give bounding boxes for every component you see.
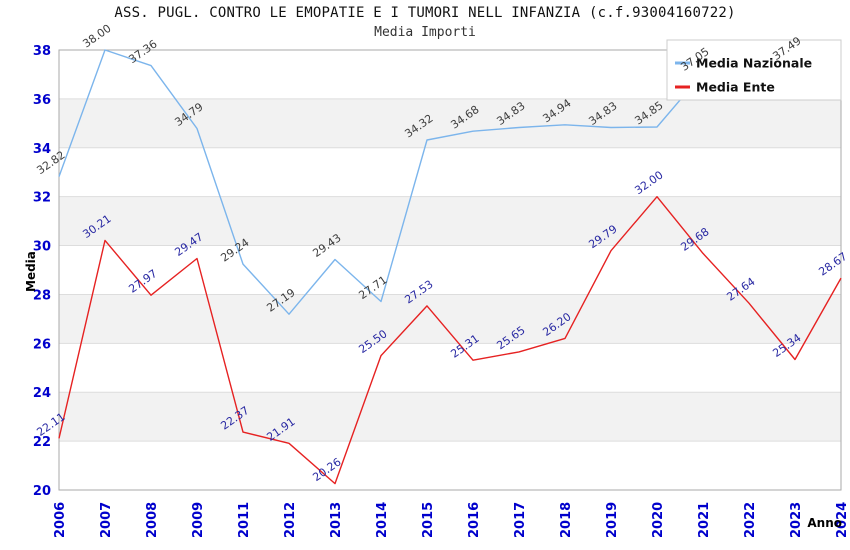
grid-band: [59, 294, 841, 344]
y-axis-title: Media: [24, 251, 38, 292]
grid-band: [59, 196, 841, 246]
grid-band: [59, 245, 841, 295]
grid-band: [59, 392, 841, 442]
y-tick-label: 20: [33, 484, 51, 499]
x-tick-label[interactable]: 2011: [237, 502, 252, 538]
x-tick-label[interactable]: 2019: [605, 502, 620, 538]
chart-title: ASS. PUGL. CONTRO LE EMOPATIE E I TUMORI…: [114, 5, 736, 21]
chart-subtitle: Media Importi: [374, 25, 476, 40]
series-line-media-ente: [58, 195, 842, 485]
x-tick-label[interactable]: 2007: [99, 502, 114, 538]
x-tick-label[interactable]: 2023: [789, 502, 804, 538]
legend-label-ente[interactable]: Media Ente: [696, 80, 775, 95]
grid-band: [59, 98, 841, 148]
x-tick-label[interactable]: 2009: [191, 502, 206, 538]
y-tick-label: 22: [33, 435, 51, 450]
x-tick-label[interactable]: 2020: [651, 502, 666, 538]
grid-band: [59, 343, 841, 393]
x-tick-label[interactable]: 2024: [835, 502, 850, 538]
y-tick-label: 26: [33, 337, 51, 352]
x-tick-label[interactable]: 2006: [53, 502, 68, 538]
x-tick-label[interactable]: 2021: [697, 502, 712, 538]
x-axis-title: Anno: [807, 516, 842, 530]
y-tick-label: 34: [33, 142, 51, 157]
x-tick-label[interactable]: 2008: [145, 502, 160, 538]
y-tick-label: 38: [33, 44, 51, 59]
plot-border: [58, 49, 842, 491]
x-tick-label[interactable]: 2016: [467, 502, 482, 538]
y-tick-label: 28: [33, 288, 51, 303]
grid-band: [59, 441, 841, 490]
legend-label-nazionale[interactable]: Media Nazionale: [696, 56, 812, 71]
y-tick-label: 30: [33, 240, 51, 255]
legend: Media Nazionale Media Ente: [666, 39, 842, 101]
x-tick-label[interactable]: 2014: [375, 502, 390, 538]
x-tick-label[interactable]: 2015: [421, 502, 436, 538]
x-tick-label[interactable]: 2012: [283, 502, 298, 538]
y-tick-label: 24: [33, 386, 51, 401]
x-tick-label[interactable]: 2018: [559, 502, 574, 538]
legend-box: [666, 39, 842, 101]
x-tick-label[interactable]: 2022: [743, 502, 758, 538]
y-tick-label: 32: [33, 191, 51, 206]
y-tick-label: 36: [33, 93, 51, 108]
grid-band: [59, 147, 841, 197]
x-tick-label[interactable]: 2013: [329, 502, 344, 538]
x-tick-label[interactable]: 2017: [513, 502, 528, 538]
